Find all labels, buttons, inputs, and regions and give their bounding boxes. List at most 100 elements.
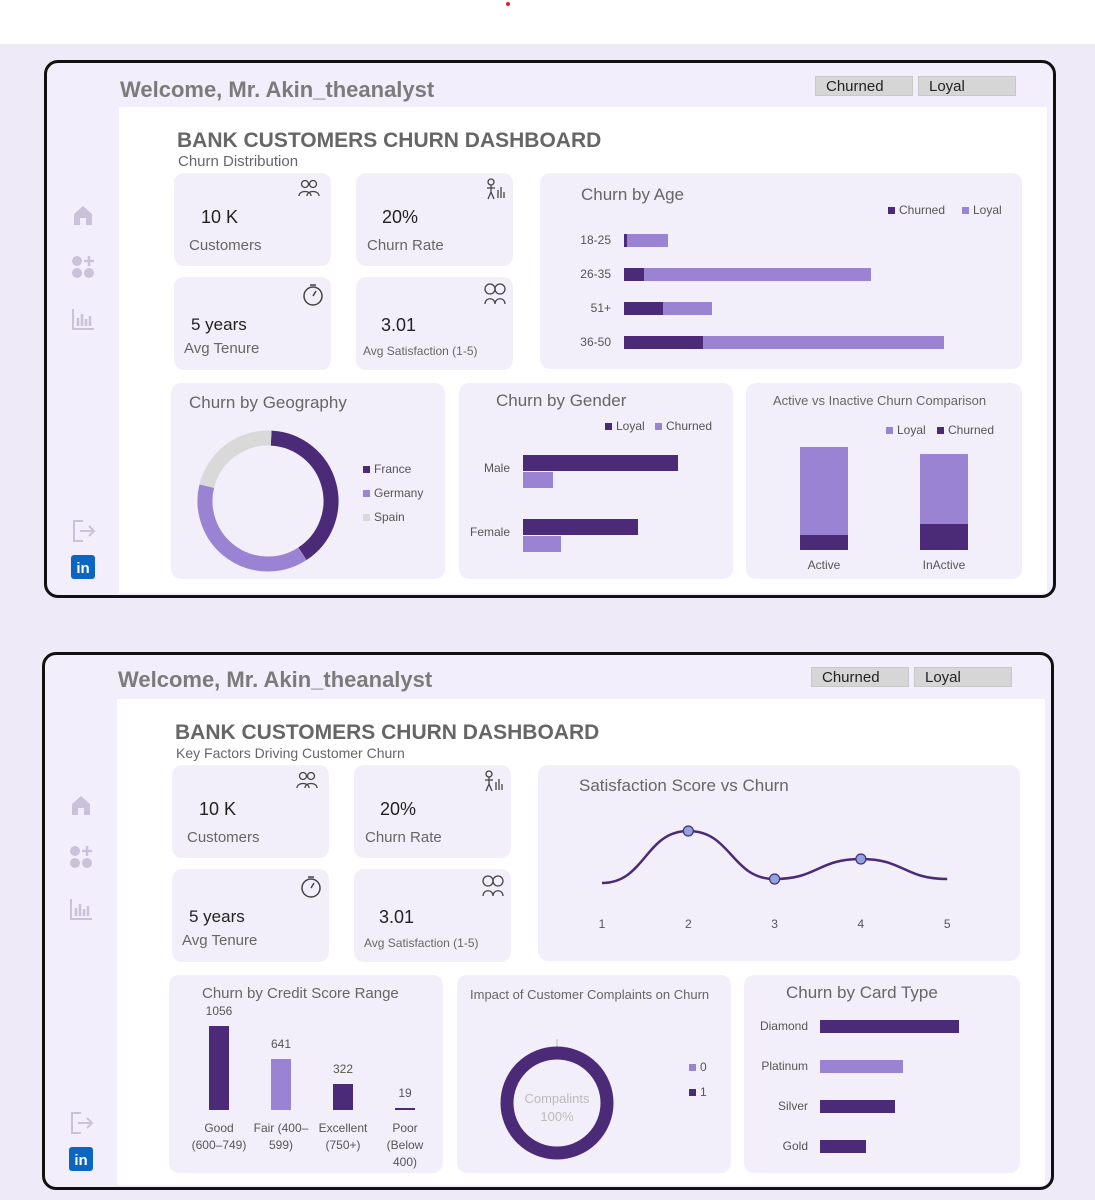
age-category-label: 18-25 — [580, 233, 611, 247]
dashboard-title: BANK CUSTOMERS CHURN DASHBOARD — [177, 129, 602, 152]
churn-person-icon — [485, 770, 503, 792]
filter-churned-button[interactable]: Churned — [811, 667, 909, 687]
apps-icon[interactable] — [67, 843, 95, 871]
kpi-card-satisfaction: 3.01 Avg Satisfaction (1-5) — [356, 277, 513, 370]
satisfaction-point — [855, 853, 867, 865]
satisfaction-x-tick: 1 — [599, 917, 606, 931]
age-bar-churned — [624, 336, 703, 349]
active-legend-churned: Churned — [937, 423, 994, 437]
age-category-label: 36-50 — [580, 335, 611, 349]
credit-category-label: Good (600–749) — [191, 1121, 247, 1152]
kpi-card-customers: 10 K Customers — [174, 173, 331, 266]
age-bar-churned — [624, 234, 627, 247]
kpi-card-customers: 10 K Customers — [172, 765, 329, 858]
dashboard-panel-churn-distribution: Welcome, Mr. Akin_theanalyst Churned Loy… — [44, 60, 1056, 598]
filter-churned-button[interactable]: Churned — [815, 76, 913, 96]
donut-percent: 100% — [540, 1109, 574, 1124]
card-type-label: Gold — [782, 1139, 808, 1153]
home-icon[interactable] — [69, 201, 97, 229]
complaints-card: Impact of Customer Complaints on Churn C… — [457, 975, 731, 1173]
geo-slice-germany — [197, 484, 307, 572]
bar-chart-icon[interactable] — [67, 895, 95, 923]
credit-bar — [333, 1084, 353, 1110]
customers-label: Customers — [189, 237, 262, 254]
satisfaction-x-tick: 3 — [771, 917, 778, 931]
customers-label: Customers — [187, 829, 260, 846]
age-bar-loyal — [663, 302, 712, 315]
dashboard-subtitle: Churn Distribution — [178, 153, 299, 170]
gender-bar-churned — [523, 536, 561, 552]
logout-icon[interactable] — [67, 1109, 95, 1137]
complaints-legend-1: 1 — [689, 1085, 707, 1099]
welcome-text: Welcome, Mr. Akin_theanalyst — [120, 77, 435, 102]
home-icon[interactable] — [67, 791, 95, 819]
card-type-label: Silver — [777, 1099, 808, 1113]
filter-loyal-button[interactable]: Loyal — [914, 667, 1012, 687]
kpi-card-tenure: 5 years Avg Tenure — [174, 277, 331, 370]
dashboard-panel-key-factors: Welcome, Mr. Akin_theanalyst Churned Loy… — [42, 652, 1054, 1190]
credit-category-label: Excellent (750+) — [318, 1121, 368, 1152]
satisfaction-faces-icon — [482, 875, 504, 897]
credit-value-label: 1056 — [205, 1004, 233, 1019]
donut-label: Compalints — [524, 1091, 590, 1106]
timer-icon — [301, 876, 321, 898]
age-category-label: 26-35 — [580, 267, 611, 281]
logout-icon[interactable] — [69, 517, 97, 545]
apps-icon[interactable] — [69, 253, 97, 281]
geo-legend-spain: Spain — [363, 510, 405, 524]
dashboard-content: BANK CUSTOMERS CHURN DASHBOARD Key Facto… — [117, 699, 1045, 1185]
dashboard-subtitle: Key Factors Driving Customer Churn — [176, 745, 405, 761]
kpi-card-satisfaction: 3.01 Avg Satisfaction (1-5) — [354, 869, 511, 962]
satisfaction-x-tick: 5 — [944, 917, 951, 931]
age-legend-loyal: Loyal — [962, 203, 1002, 217]
geo-legend-germany: Germany — [363, 486, 423, 500]
linkedin-icon[interactable]: in — [69, 553, 97, 581]
bar-chart-icon[interactable] — [69, 305, 97, 333]
satisfaction-vs-churn-title: Satisfaction Score vs Churn — [579, 776, 789, 795]
tenure-label: Avg Tenure — [182, 932, 258, 949]
welcome-text: Welcome, Mr. Akin_theanalyst — [118, 667, 433, 692]
gender-bar-loyal — [523, 455, 678, 471]
filter-loyal-button[interactable]: Loyal — [918, 76, 1016, 96]
churn-by-gender-title: Churn by Gender — [496, 391, 627, 410]
red-dot — [506, 2, 510, 6]
credit-value-label: 19 — [398, 1086, 412, 1101]
tenure-label: Avg Tenure — [184, 340, 260, 357]
gender-category-label: Female — [469, 525, 510, 539]
age-bar-churned — [624, 302, 664, 315]
satisfaction-point — [769, 873, 781, 885]
gender-legend-loyal: Loyal — [605, 419, 645, 433]
kpi-card-churn-rate: 20% Churn Rate — [356, 173, 513, 266]
active-bar-churned — [800, 535, 848, 550]
satisfaction-value: 3.01 — [381, 315, 417, 335]
churn-by-gender-card: Churn by Gender Loyal Churned Male Female — [459, 383, 733, 579]
credit-bar — [209, 1026, 229, 1110]
linkedin-icon[interactable]: in — [67, 1145, 95, 1173]
satisfaction-point — [682, 825, 694, 837]
complaints-legend-0: 0 — [689, 1060, 707, 1074]
customers-value: 10 K — [201, 207, 239, 227]
svg-text:in: in — [76, 560, 89, 577]
churn-rate-label: Churn Rate — [365, 829, 442, 846]
gender-legend-churned: Churned — [655, 419, 712, 433]
churn-by-geography-title: Churn by Geography — [189, 393, 347, 412]
gender-category-label: Male — [483, 461, 510, 475]
age-bar-loyal — [644, 268, 871, 281]
card-type-bar — [820, 1100, 895, 1113]
satisfaction-vs-churn-card: Satisfaction Score vs Churn 1 2 3 4 5 — [538, 765, 1020, 961]
credit-bar — [395, 1108, 415, 1110]
svg-text:in: in — [74, 1152, 87, 1169]
geo-slice-france — [270, 430, 339, 561]
active-category-label: Active — [807, 558, 841, 572]
age-category-label: 51+ — [590, 301, 611, 315]
age-bar-churned — [624, 268, 645, 281]
dashboard-title: BANK CUSTOMERS CHURN DASHBOARD — [175, 721, 600, 744]
card-type-bar — [820, 1020, 959, 1033]
churn-rate-value: 20% — [380, 799, 417, 819]
dashboard-content: BANK CUSTOMERS CHURN DASHBOARD Churn Dis… — [119, 107, 1047, 593]
geography-donut — [197, 430, 339, 572]
kpi-card-tenure: 5 years Avg Tenure — [172, 869, 329, 962]
churn-person-icon — [487, 178, 505, 200]
age-legend-churned: Churned — [888, 203, 945, 217]
customers-value: 10 K — [199, 799, 237, 819]
